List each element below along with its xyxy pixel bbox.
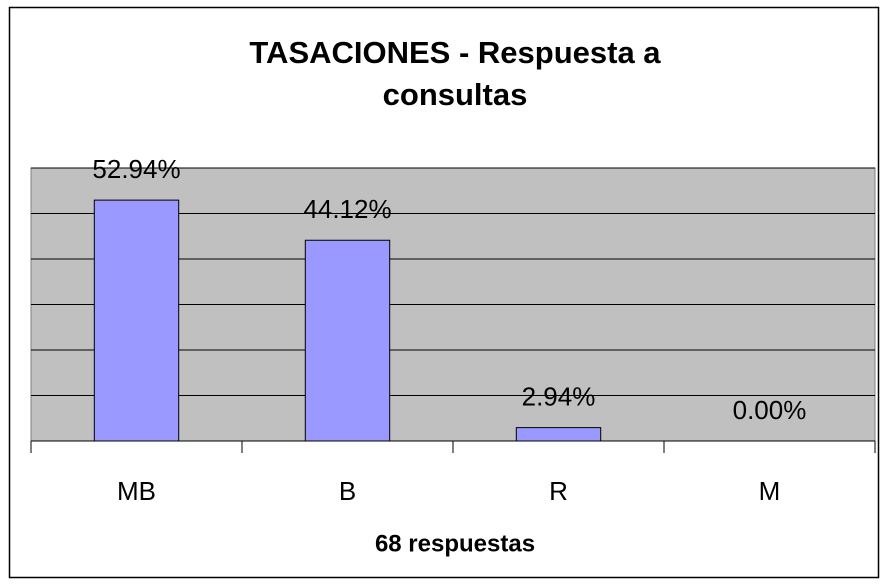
bar xyxy=(304,239,391,442)
x-tick-label: B xyxy=(339,476,356,506)
x-tick-label: M xyxy=(759,476,781,506)
chart-title: TASACIONES - Respuesta a consultas xyxy=(249,35,661,112)
x-tick-label: R xyxy=(549,476,568,506)
value-label: 2.94% xyxy=(522,381,596,411)
value-label: 52.94% xyxy=(92,154,180,184)
bar xyxy=(515,427,602,442)
value-label: 44.12% xyxy=(303,194,391,224)
x-axis-title: 68 respuestas xyxy=(375,530,535,557)
value-label: 0.00% xyxy=(733,395,807,425)
x-tick-label: MB xyxy=(117,476,156,506)
bar xyxy=(93,199,180,442)
